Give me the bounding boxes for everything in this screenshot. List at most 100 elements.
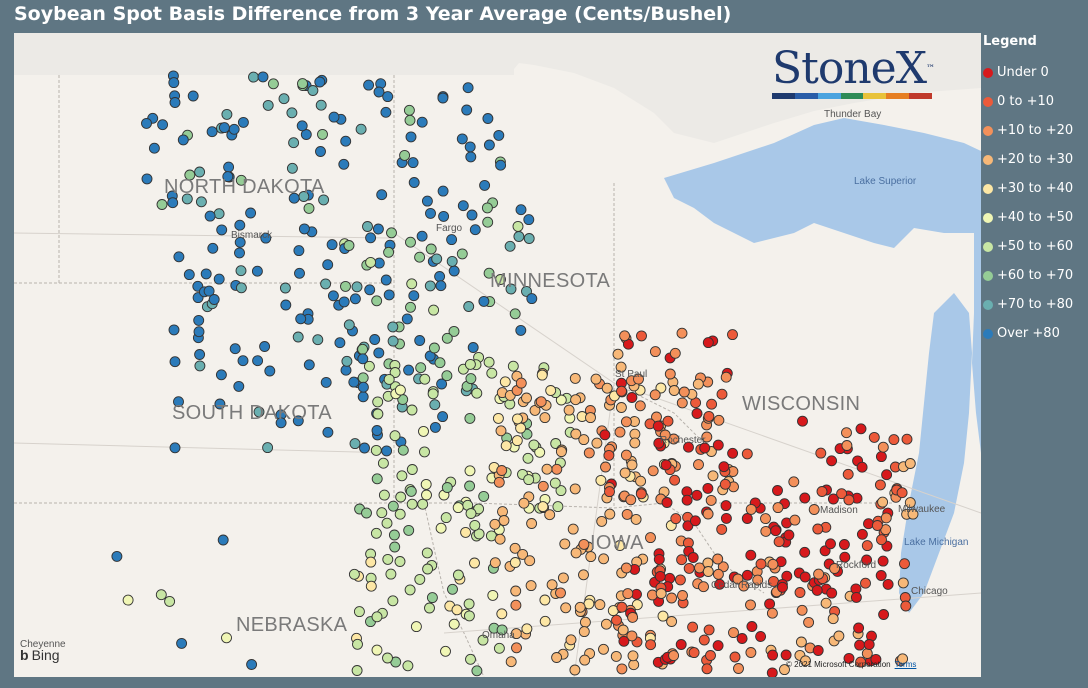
legend-item[interactable]: +60 to +70: [983, 261, 1083, 290]
basis-point-marker[interactable]: [633, 373, 644, 385]
basis-point-marker[interactable]: [616, 663, 628, 675]
basis-point-marker[interactable]: [357, 381, 369, 393]
basis-point-marker[interactable]: [352, 638, 363, 650]
basis-point-marker[interactable]: [676, 397, 688, 409]
basis-point-marker[interactable]: [511, 642, 522, 654]
legend-item[interactable]: +50 to +60: [983, 232, 1083, 261]
basis-point-marker[interactable]: [294, 267, 305, 279]
basis-point-marker[interactable]: [565, 634, 577, 646]
basis-point-marker[interactable]: [208, 294, 220, 305]
basis-point-marker[interactable]: [780, 649, 792, 661]
basis-point-marker[interactable]: [429, 421, 441, 433]
basis-point-marker[interactable]: [698, 581, 709, 593]
basis-point-marker[interactable]: [280, 299, 292, 311]
basis-point-marker[interactable]: [307, 85, 319, 96]
basis-point-marker[interactable]: [770, 525, 782, 537]
basis-point-marker[interactable]: [664, 368, 676, 380]
basis-point-marker[interactable]: [799, 571, 811, 583]
basis-point-marker[interactable]: [688, 647, 700, 659]
basis-point-marker[interactable]: [461, 104, 473, 116]
basis-point-marker[interactable]: [435, 280, 447, 292]
basis-point-marker[interactable]: [422, 563, 434, 575]
basis-point-marker[interactable]: [425, 207, 436, 219]
basis-point-marker[interactable]: [382, 553, 394, 565]
basis-point-marker[interactable]: [511, 435, 523, 447]
basis-point-marker[interactable]: [408, 177, 420, 188]
basis-point-marker[interactable]: [510, 585, 522, 597]
basis-point-marker[interactable]: [410, 621, 422, 633]
basis-point-marker[interactable]: [510, 599, 522, 611]
basis-point-marker[interactable]: [677, 590, 688, 601]
basis-point-marker[interactable]: [448, 265, 460, 277]
basis-point-marker[interactable]: [693, 459, 704, 471]
basis-point-marker[interactable]: [841, 440, 853, 451]
basis-point-marker[interactable]: [616, 385, 627, 397]
basis-point-marker[interactable]: [303, 359, 315, 371]
terms-link[interactable]: Terms: [894, 660, 917, 669]
basis-point-marker[interactable]: [620, 449, 632, 461]
basis-point-marker[interactable]: [874, 479, 886, 491]
basis-point-marker[interactable]: [292, 415, 304, 427]
basis-point-marker[interactable]: [279, 282, 291, 294]
basis-point-marker[interactable]: [111, 550, 123, 562]
basis-point-marker[interactable]: [348, 568, 360, 580]
basis-point-marker[interactable]: [619, 467, 631, 479]
basis-point-marker[interactable]: [600, 618, 612, 630]
basis-point-marker[interactable]: [464, 358, 476, 370]
basis-point-marker[interactable]: [746, 621, 758, 632]
basis-point-marker[interactable]: [598, 553, 610, 565]
basis-point-marker[interactable]: [252, 355, 264, 367]
basis-point-marker[interactable]: [257, 71, 269, 83]
basis-point-marker[interactable]: [181, 193, 193, 205]
basis-point-marker[interactable]: [371, 425, 383, 436]
basis-point-marker[interactable]: [214, 398, 226, 410]
basis-point-marker[interactable]: [843, 494, 855, 506]
basis-point-marker[interactable]: [707, 470, 719, 482]
basis-point-marker[interactable]: [378, 489, 390, 501]
basis-point-marker[interactable]: [745, 503, 757, 515]
basis-point-marker[interactable]: [405, 131, 417, 143]
basis-point-marker[interactable]: [635, 488, 647, 500]
basis-point-marker[interactable]: [405, 301, 416, 313]
basis-point-marker[interactable]: [510, 628, 522, 640]
basis-point-marker[interactable]: [855, 423, 867, 435]
basis-point-marker[interactable]: [699, 442, 711, 454]
basis-point-marker[interactable]: [237, 355, 249, 367]
basis-point-marker[interactable]: [193, 314, 205, 326]
basis-point-marker[interactable]: [373, 86, 385, 98]
basis-point-marker[interactable]: [518, 497, 530, 509]
basis-point-marker[interactable]: [446, 234, 458, 246]
basis-point-marker[interactable]: [404, 584, 416, 596]
basis-point-marker[interactable]: [655, 588, 667, 599]
basis-point-marker[interactable]: [376, 189, 388, 201]
basis-point-marker[interactable]: [705, 494, 717, 506]
basis-point-marker[interactable]: [701, 431, 713, 443]
basis-point-marker[interactable]: [825, 538, 836, 550]
basis-point-marker[interactable]: [351, 665, 363, 676]
basis-point-marker[interactable]: [245, 207, 257, 219]
basis-point-marker[interactable]: [526, 518, 538, 529]
basis-point-marker[interactable]: [578, 434, 590, 446]
basis-point-marker[interactable]: [896, 487, 908, 499]
basis-point-marker[interactable]: [200, 268, 212, 280]
basis-point-marker[interactable]: [551, 652, 563, 663]
basis-point-marker[interactable]: [536, 369, 548, 381]
basis-point-marker[interactable]: [541, 463, 553, 475]
basis-point-marker[interactable]: [341, 355, 353, 367]
basis-point-marker[interactable]: [421, 489, 432, 501]
basis-point-marker[interactable]: [772, 502, 784, 514]
basis-point-marker[interactable]: [901, 433, 913, 445]
basis-point-marker[interactable]: [888, 434, 900, 446]
basis-point-marker[interactable]: [861, 540, 873, 552]
basis-point-marker[interactable]: [496, 608, 508, 620]
basis-point-marker[interactable]: [687, 552, 699, 563]
basis-point-marker[interactable]: [614, 540, 626, 551]
basis-point-marker[interactable]: [875, 451, 887, 463]
basis-point-marker[interactable]: [839, 551, 851, 563]
basis-point-marker[interactable]: [615, 402, 627, 413]
basis-point-marker[interactable]: [878, 609, 890, 620]
basis-point-marker[interactable]: [876, 534, 887, 546]
basis-point-marker[interactable]: [741, 569, 753, 581]
basis-point-marker[interactable]: [578, 538, 590, 550]
basis-point-marker[interactable]: [363, 79, 375, 91]
